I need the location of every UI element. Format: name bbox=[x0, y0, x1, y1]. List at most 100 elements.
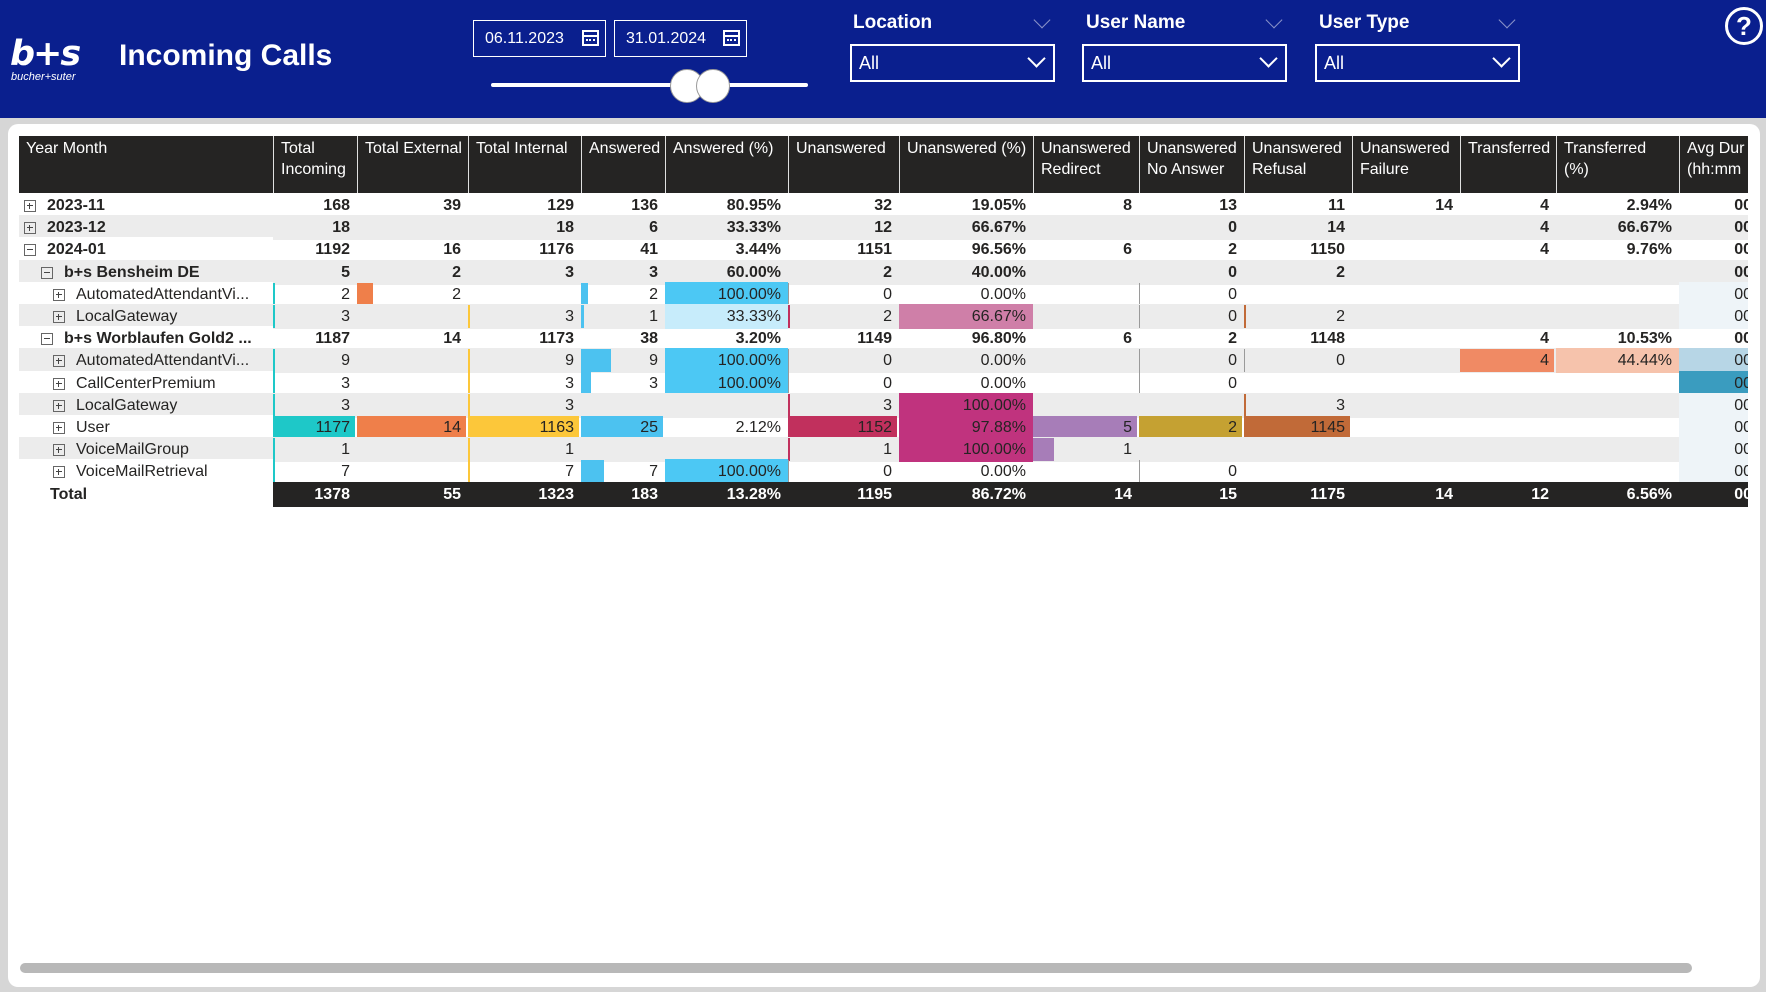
expand-plus-icon[interactable] bbox=[53, 355, 65, 368]
data-bar bbox=[788, 349, 789, 373]
user-type-selected-value: All bbox=[1324, 53, 1345, 73]
row-label: CallCenterPremium bbox=[76, 374, 216, 392]
column-header-unanswered[interactable]: Unanswered bbox=[788, 136, 899, 193]
cell-unanswered-no-answer: 2 bbox=[1139, 237, 1244, 262]
chevron-down-icon bbox=[1259, 49, 1278, 68]
cell-answered: 3 bbox=[581, 260, 665, 285]
date-range-slider[interactable] bbox=[491, 83, 808, 87]
chevron-down-icon[interactable] bbox=[1265, 11, 1283, 29]
cell-value: 44.44% bbox=[1617, 352, 1672, 370]
cell-answered-pct: 3.44% bbox=[665, 237, 788, 262]
cell-value: 2 bbox=[1228, 241, 1237, 259]
slider-end-handle[interactable] bbox=[696, 69, 730, 103]
cell-unanswered-refusal: 3 bbox=[1244, 393, 1352, 418]
cell-value: 129 bbox=[547, 197, 574, 214]
data-bar bbox=[581, 305, 584, 328]
expand-plus-icon[interactable] bbox=[24, 222, 36, 235]
data-bar bbox=[273, 305, 275, 328]
column-header-transferred-pct[interactable]: Transferred (%) bbox=[1556, 136, 1679, 193]
row-header-cell: AutomatedAttendantVi... bbox=[19, 281, 273, 307]
column-header-unanswered-pct[interactable]: Unanswered (%) bbox=[899, 136, 1033, 193]
cell-unanswered-no-answer: 0 bbox=[1139, 371, 1244, 396]
column-header-answered[interactable]: Answered bbox=[581, 136, 665, 193]
calendar-icon[interactable] bbox=[723, 30, 740, 46]
expand-plus-icon[interactable] bbox=[53, 422, 65, 434]
expand-plus-icon[interactable] bbox=[53, 466, 65, 479]
cell-total-internal: 129 bbox=[468, 193, 581, 218]
expand-plus-icon[interactable] bbox=[53, 399, 65, 412]
cell-value: 100.00% bbox=[717, 352, 781, 370]
cell-value: 4 bbox=[1540, 352, 1549, 370]
data-bar bbox=[788, 393, 790, 417]
expand-plus-icon[interactable] bbox=[53, 288, 65, 301]
cell-avg-duration: 00 bbox=[1679, 260, 1748, 285]
cell-value: 5 bbox=[341, 263, 350, 281]
cell-value: 00 bbox=[1734, 463, 1748, 481]
cell-value: 00 bbox=[1734, 197, 1748, 214]
cell-unanswered-refusal: 14 bbox=[1244, 215, 1352, 240]
column-header-transferred[interactable]: Transferred bbox=[1460, 136, 1556, 193]
column-header-total-internal[interactable]: Total Internal bbox=[468, 136, 581, 193]
cell-value: 97.88% bbox=[971, 419, 1026, 436]
horizontal-scrollbar[interactable] bbox=[20, 963, 1692, 973]
cell-value: 9 bbox=[341, 352, 350, 370]
cell-answered-pct: 2.12% bbox=[665, 415, 788, 440]
column-header-year-month[interactable]: Year Month bbox=[26, 140, 108, 157]
table-row: User 1177 14 1163 25 2.12% 1152 97.88% 5 2 1145 00 bbox=[19, 415, 1748, 440]
column-header-total-incoming[interactable]: Total Incoming bbox=[273, 136, 357, 193]
column-header-unanswered-refusal[interactable]: Unanswered Refusal bbox=[1244, 136, 1352, 193]
expand-plus-icon[interactable] bbox=[53, 377, 65, 390]
expand-plus-icon[interactable] bbox=[24, 200, 36, 212]
cell-total-incoming: 7 bbox=[273, 459, 357, 484]
cell-value: 1150 bbox=[1310, 241, 1345, 259]
chevron-down-icon[interactable] bbox=[1033, 11, 1051, 29]
data-bar bbox=[1244, 349, 1245, 373]
collapse-minus-icon[interactable] bbox=[24, 244, 36, 257]
cell-unanswered-pct: 0.00% bbox=[899, 282, 1033, 307]
table-row: LocalGateway 3 3 3 100.00% 3 00 bbox=[19, 392, 1748, 418]
location-dropdown[interactable]: All bbox=[850, 44, 1055, 82]
cell-avg-duration: 00 bbox=[1679, 370, 1748, 396]
data-bar bbox=[1139, 416, 1242, 439]
cell-value: 1 bbox=[649, 308, 658, 325]
data-bar bbox=[581, 416, 663, 439]
cell-value: 00 bbox=[1734, 352, 1748, 370]
chevron-down-icon[interactable] bbox=[1498, 11, 1516, 29]
cell-unanswered-pct: 100.00% bbox=[899, 437, 1033, 463]
date-to-input[interactable]: 31.01.2024 bbox=[614, 20, 747, 57]
column-header-answered-pct[interactable]: Answered (%) bbox=[665, 136, 788, 193]
column-header-unanswered-redirect[interactable]: Unanswered Redirect bbox=[1033, 136, 1139, 193]
table-row: AutomatedAttendantVi... 9 9 9 100.00% 0 0.00% 0… bbox=[19, 348, 1748, 374]
row-header-cell: 2023-11 bbox=[19, 193, 273, 218]
cell-total-incoming: 1187 bbox=[273, 326, 357, 351]
total-cell-answered-pct: 13.28% bbox=[726, 485, 781, 503]
row-header-cell: LocalGateway bbox=[19, 304, 273, 329]
user-name-dropdown[interactable]: All bbox=[1082, 44, 1287, 82]
expand-plus-icon[interactable] bbox=[53, 311, 65, 323]
collapse-minus-icon[interactable] bbox=[41, 266, 53, 279]
cell-value: 2 bbox=[1228, 419, 1237, 436]
cell-value: 7 bbox=[341, 463, 350, 481]
cell-value: 6 bbox=[1123, 330, 1132, 348]
cell-avg-duration: 00 bbox=[1679, 193, 1748, 218]
cell-transferred: 4 bbox=[1460, 215, 1556, 240]
row-label: LocalGateway bbox=[76, 308, 178, 325]
column-header-unanswered-failure[interactable]: Unanswered Failure bbox=[1352, 136, 1460, 193]
date-from-input[interactable]: 06.11.2023 bbox=[473, 20, 606, 57]
cell-total-external: 2 bbox=[357, 260, 468, 285]
data-bar bbox=[581, 349, 611, 373]
help-icon[interactable]: ? bbox=[1725, 7, 1763, 45]
column-header-total-external[interactable]: Total External bbox=[357, 136, 468, 193]
cell-value: 6 bbox=[1123, 241, 1132, 259]
total-cell-total-incoming: 1378 bbox=[314, 485, 350, 503]
cell-value: 4 bbox=[1540, 219, 1549, 237]
cell-value: 00 bbox=[1734, 308, 1748, 325]
expand-plus-icon[interactable] bbox=[53, 444, 65, 457]
column-header-avg-duration[interactable]: Avg Dur (hh:mm bbox=[1679, 136, 1748, 193]
column-header-unanswered-no-answer[interactable]: Unanswered No Answer bbox=[1139, 136, 1244, 193]
calendar-icon[interactable] bbox=[582, 30, 599, 46]
data-bar bbox=[788, 416, 897, 439]
collapse-minus-icon[interactable] bbox=[41, 333, 53, 346]
user-type-dropdown[interactable]: All bbox=[1315, 44, 1520, 82]
cell-total-internal: 3 bbox=[468, 260, 581, 285]
